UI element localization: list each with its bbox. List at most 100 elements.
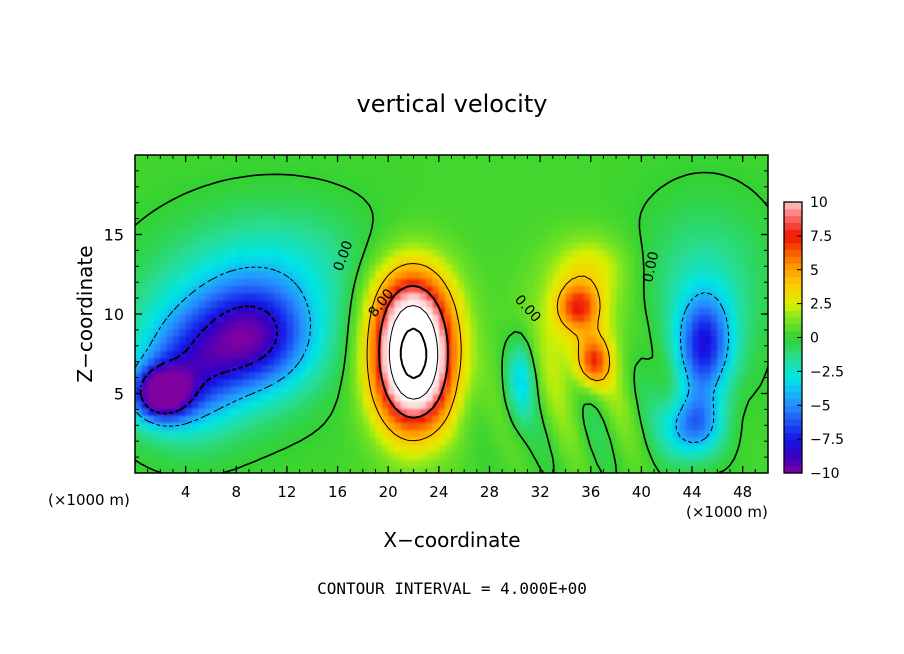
heatmap-cell — [559, 234, 567, 243]
heatmap-cell — [438, 436, 446, 445]
heatmap-cell — [647, 364, 655, 373]
heatmap-cell — [350, 314, 358, 323]
heatmap-cell — [255, 212, 263, 221]
heatmap-cell — [685, 155, 693, 164]
heatmap-cell — [255, 198, 263, 207]
heatmap-cell — [438, 393, 446, 402]
heatmap-cell — [166, 400, 174, 409]
heatmap-cell — [508, 407, 516, 416]
heatmap-cell — [267, 335, 276, 344]
heatmap-cell — [495, 328, 503, 337]
heatmap-cell — [635, 306, 643, 315]
heatmap-cell — [210, 321, 219, 330]
heatmap-cell — [204, 270, 212, 279]
heatmap-cell — [635, 342, 643, 351]
heatmap-cell — [236, 371, 244, 380]
heatmap-cell — [660, 400, 668, 409]
heatmap-cell — [407, 241, 415, 250]
heatmap-cell — [451, 371, 459, 380]
heatmap-cell — [603, 212, 611, 221]
heatmap-cell — [590, 285, 598, 294]
heatmap-cell — [179, 227, 187, 236]
heatmap-cell — [502, 227, 510, 236]
heatmap-cell — [432, 314, 440, 323]
heatmap-cell — [711, 212, 719, 221]
heatmap-cell — [217, 277, 225, 286]
heatmap-cell — [489, 299, 497, 308]
heatmap-cell — [476, 220, 484, 229]
y-tick-label: 5 — [114, 385, 124, 404]
heatmap-cell — [502, 357, 510, 366]
heatmap-cell — [654, 292, 662, 301]
heatmap-cell — [388, 270, 396, 279]
colorbar-band — [784, 391, 802, 400]
heatmap-cell — [185, 183, 193, 192]
heatmap-cell — [654, 342, 662, 351]
heatmap-cell — [679, 270, 687, 279]
heatmap-cell — [413, 314, 421, 323]
heatmap-cell — [217, 198, 225, 207]
heatmap-cell — [540, 292, 548, 301]
heatmap-cell — [571, 357, 579, 366]
heatmap-cell — [356, 422, 364, 431]
heatmap-cell — [419, 465, 427, 473]
heatmap-cell — [723, 234, 731, 243]
heatmap-cell — [438, 422, 446, 431]
heatmap-cell — [191, 306, 200, 315]
heatmap-cell — [571, 183, 579, 192]
heatmap-cell — [685, 256, 693, 265]
heatmap-cell — [381, 335, 389, 344]
heatmap-cell — [350, 357, 358, 366]
heatmap-cell — [603, 422, 611, 431]
colorbar-tick-label: 5 — [810, 263, 819, 279]
heatmap-cell — [483, 248, 491, 257]
heatmap-cell — [584, 386, 592, 395]
heatmap-cell — [673, 277, 681, 286]
heatmap-cell — [603, 169, 611, 178]
heatmap-cell — [609, 292, 617, 301]
heatmap-cell — [223, 465, 231, 473]
heatmap-cell — [236, 386, 244, 395]
heatmap-cell — [413, 198, 421, 207]
heatmap-cell — [692, 371, 700, 380]
heatmap-cell — [749, 458, 757, 467]
heatmap-cell — [679, 191, 687, 200]
heatmap-cell — [147, 212, 155, 221]
heatmap-cell — [261, 371, 269, 380]
heatmap-cell — [451, 350, 459, 359]
heatmap-cell — [457, 205, 465, 214]
heatmap-cell — [590, 220, 598, 229]
heatmap-cell — [698, 270, 706, 279]
heatmap-cell — [286, 306, 295, 315]
heatmap-cell — [160, 429, 168, 438]
heatmap-cell — [521, 314, 529, 323]
heatmap-cell — [704, 241, 712, 250]
heatmap-cell — [223, 277, 231, 286]
heatmap-cell — [432, 285, 440, 294]
heatmap-cell — [135, 220, 143, 229]
heatmap-cell — [331, 364, 339, 373]
heatmap-cell — [552, 263, 560, 272]
heatmap-cell — [546, 176, 554, 185]
heatmap-cell — [400, 248, 408, 257]
y-tick-label: 15 — [104, 226, 124, 245]
heatmap-cell — [666, 321, 674, 330]
heatmap-cell — [153, 169, 162, 178]
heatmap-cell — [451, 183, 459, 192]
heatmap-cell — [451, 162, 459, 171]
heatmap-cell — [730, 285, 738, 294]
heatmap-cell — [673, 407, 681, 416]
heatmap-cell — [147, 436, 155, 445]
heatmap-cell — [476, 183, 484, 192]
heatmap-cell — [552, 234, 560, 243]
heatmap-cell — [742, 220, 750, 229]
heatmap-cell — [388, 393, 396, 402]
heatmap-cell — [717, 263, 725, 272]
heatmap-cell — [483, 328, 491, 337]
heatmap-cell — [242, 212, 250, 221]
heatmap-cell — [179, 444, 187, 453]
heatmap-cell — [135, 451, 143, 460]
heatmap-cell — [616, 379, 624, 388]
heatmap-cell — [274, 429, 282, 438]
heatmap-cell — [267, 357, 276, 366]
